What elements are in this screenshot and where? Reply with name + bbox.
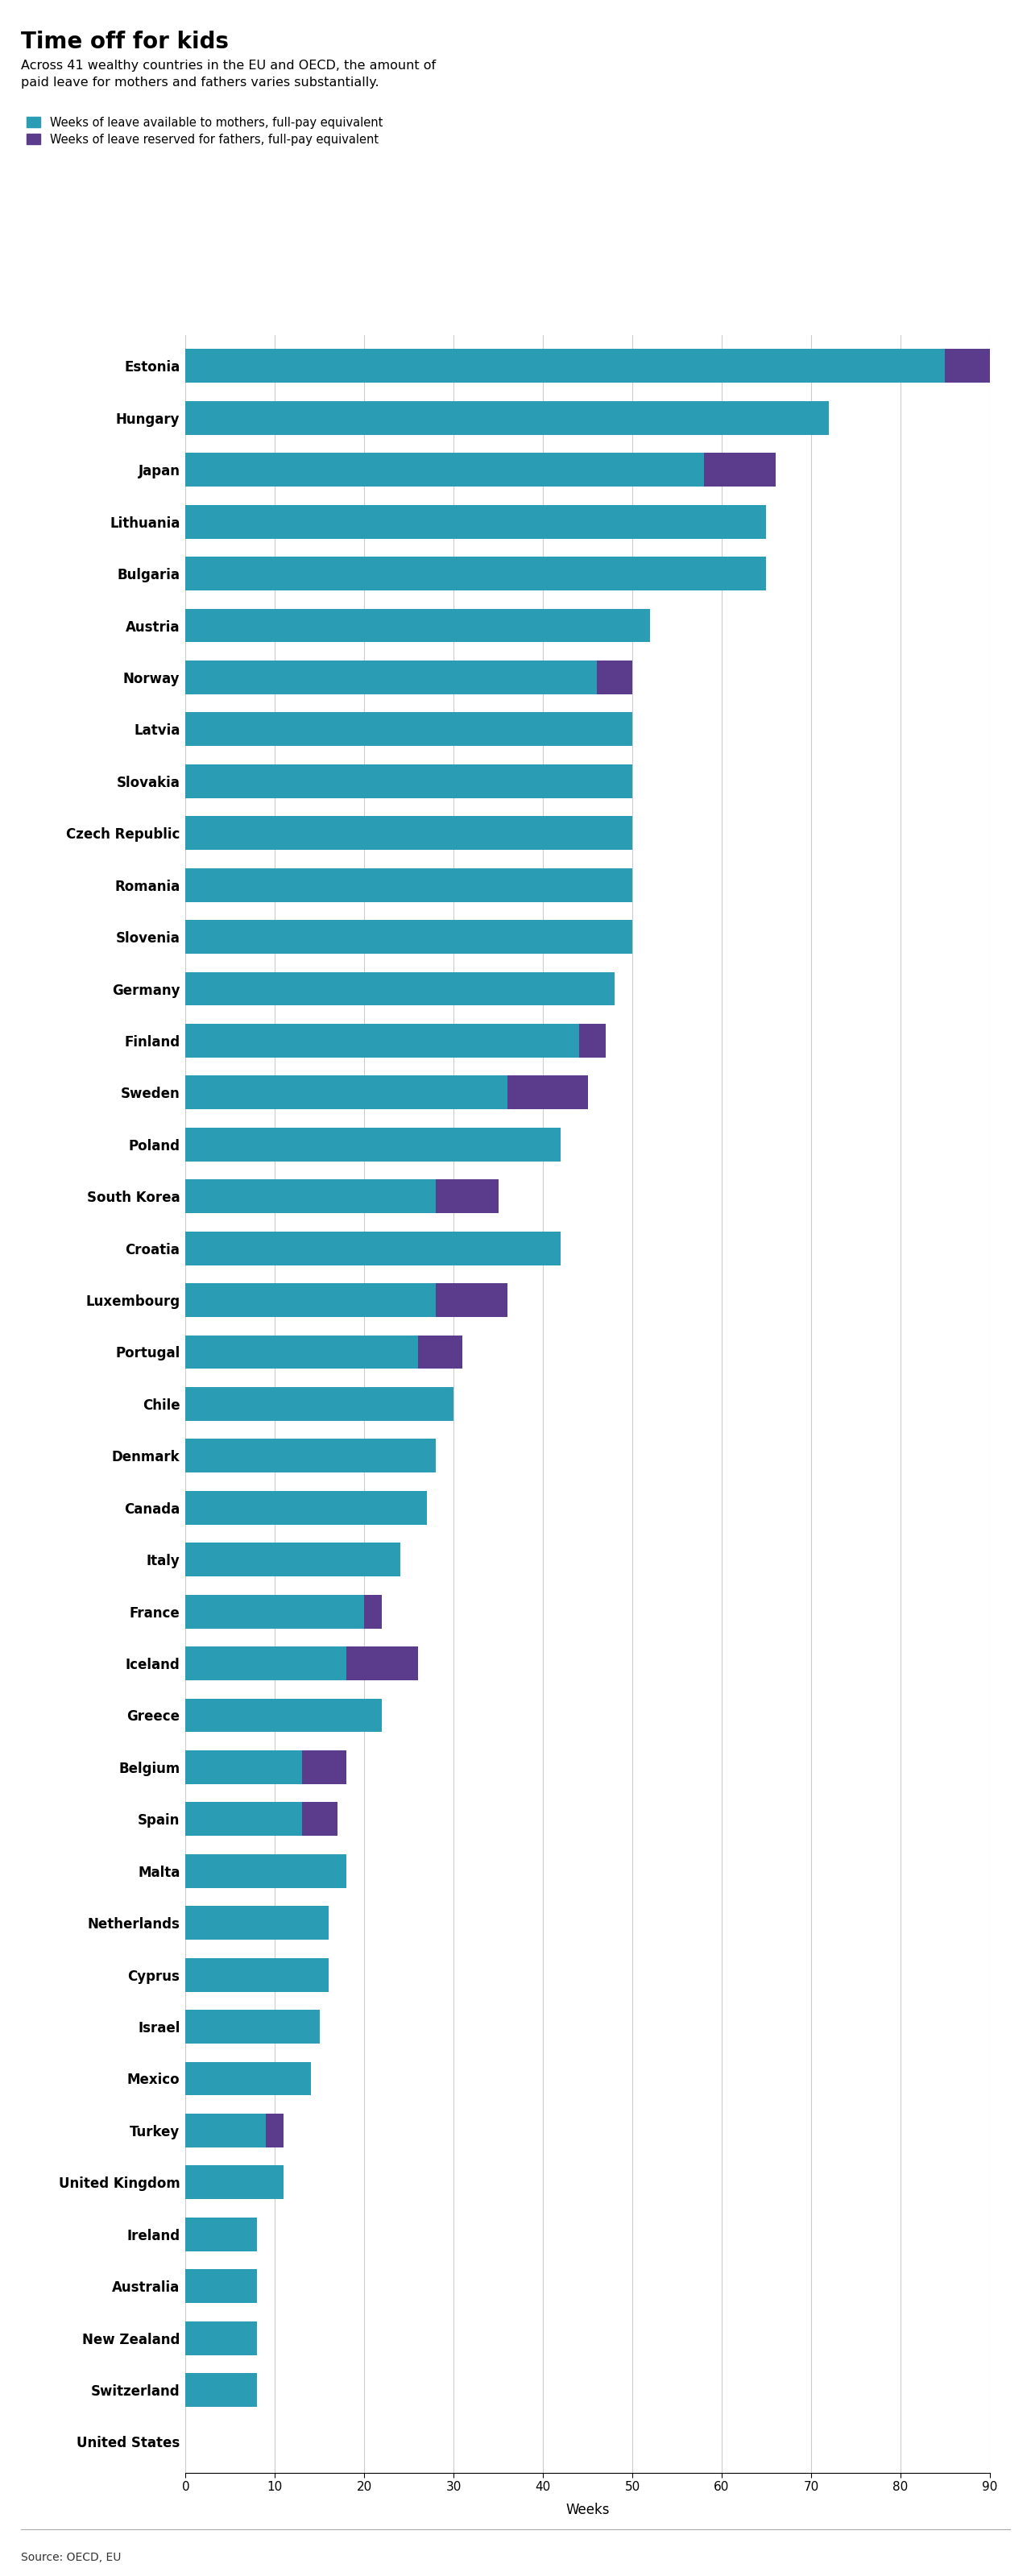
Bar bbox=[186, 920, 632, 953]
Bar bbox=[186, 765, 632, 799]
Text: Across 41 wealthy countries in the EU and OECD, the amount of
paid leave for mot: Across 41 wealthy countries in the EU an… bbox=[21, 59, 435, 88]
Bar bbox=[186, 1334, 418, 1368]
Bar bbox=[186, 2321, 257, 2354]
Bar bbox=[302, 1803, 337, 1837]
Bar bbox=[186, 714, 632, 747]
Bar bbox=[597, 659, 632, 696]
Legend: Weeks of leave available to mothers, full-pay equivalent, Weeks of leave reserve: Weeks of leave available to mothers, ful… bbox=[27, 116, 383, 144]
Bar bbox=[507, 1077, 588, 1110]
Bar bbox=[186, 659, 597, 696]
Bar bbox=[186, 1595, 364, 1628]
Bar bbox=[186, 1906, 329, 1940]
Bar bbox=[186, 1386, 454, 1422]
Bar bbox=[186, 402, 829, 435]
Bar bbox=[186, 1023, 578, 1059]
Bar bbox=[186, 1749, 302, 1785]
Bar bbox=[186, 1283, 436, 1316]
Bar bbox=[186, 1077, 507, 1110]
Bar bbox=[418, 1334, 463, 1368]
Bar bbox=[186, 2372, 257, 2406]
Bar bbox=[186, 971, 614, 1005]
Bar bbox=[186, 1180, 436, 1213]
Bar bbox=[186, 817, 632, 850]
Bar bbox=[186, 868, 632, 902]
Bar bbox=[302, 1749, 346, 1785]
Bar bbox=[186, 1958, 329, 1991]
Bar bbox=[945, 350, 990, 384]
Bar bbox=[186, 1440, 436, 1473]
Bar bbox=[186, 2061, 310, 2094]
X-axis label: Weeks: Weeks bbox=[566, 2501, 609, 2517]
Bar bbox=[186, 608, 651, 641]
Bar bbox=[346, 1646, 418, 1680]
Bar bbox=[266, 2112, 284, 2148]
Bar bbox=[364, 1595, 383, 1628]
Text: Source: OECD, EU: Source: OECD, EU bbox=[21, 2553, 121, 2563]
Bar bbox=[186, 2166, 284, 2200]
Bar bbox=[186, 1855, 346, 1888]
Bar bbox=[186, 2009, 320, 2043]
Bar bbox=[186, 1231, 561, 1265]
Bar bbox=[578, 1023, 605, 1059]
Bar bbox=[186, 1803, 302, 1837]
Bar bbox=[186, 1646, 346, 1680]
Bar bbox=[436, 1180, 498, 1213]
Bar bbox=[186, 453, 704, 487]
Bar bbox=[186, 1698, 383, 1731]
Bar bbox=[186, 505, 766, 538]
Bar bbox=[186, 556, 766, 590]
Bar bbox=[436, 1283, 507, 1316]
Bar bbox=[186, 1543, 400, 1577]
Bar bbox=[186, 350, 945, 384]
Bar bbox=[186, 1128, 561, 1162]
Text: Time off for kids: Time off for kids bbox=[21, 31, 229, 54]
Bar bbox=[186, 2112, 266, 2148]
Bar bbox=[186, 2269, 257, 2303]
Bar bbox=[186, 2218, 257, 2251]
Bar bbox=[704, 453, 775, 487]
Bar bbox=[186, 1492, 427, 1525]
